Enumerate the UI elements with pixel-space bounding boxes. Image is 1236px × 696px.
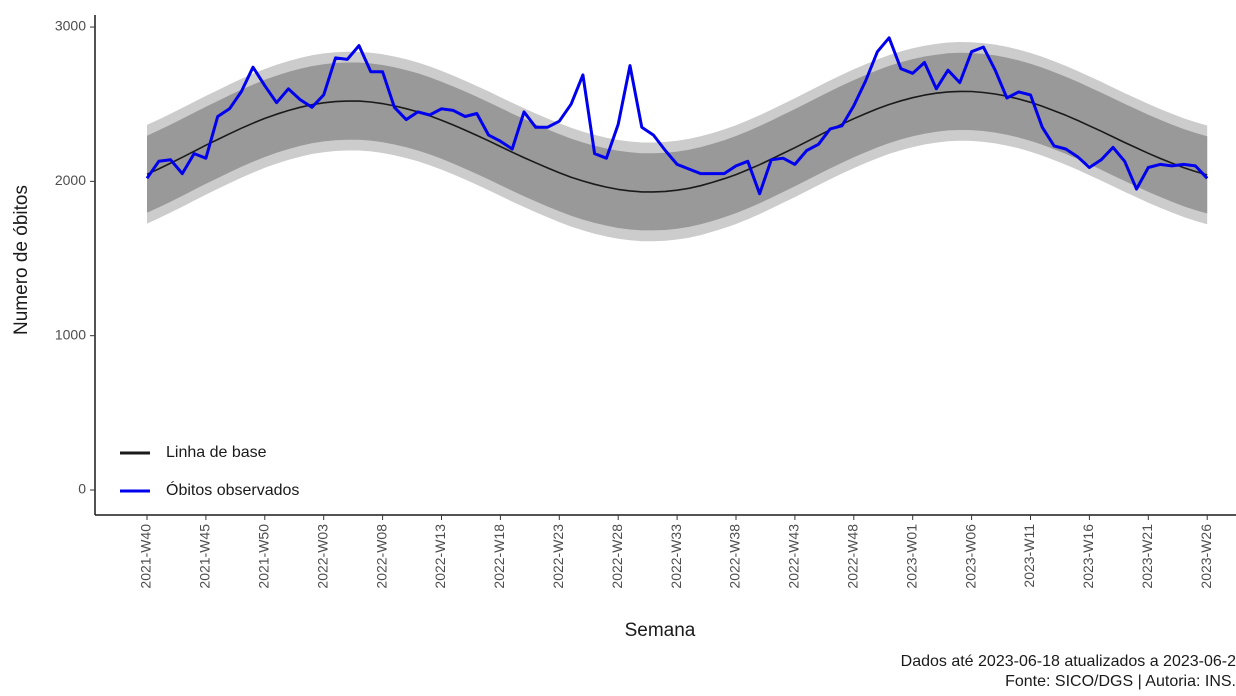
- y-axis-title: Numero de óbitos: [11, 185, 32, 335]
- y-tick-label: 3000: [55, 18, 86, 34]
- series-line: [146, 90, 1208, 193]
- x-tick-label: 2022-W38: [727, 524, 743, 589]
- x-tick-label: 2022-W13: [432, 524, 448, 589]
- caption: Dados até 2023-06-18 atualizados a 2023-…: [901, 653, 1236, 670]
- band: [147, 52, 1208, 231]
- x-tick-label: 2021-W50: [256, 524, 272, 589]
- x-tick-label: 2022-W23: [550, 524, 566, 589]
- x-tick-label: 2021-W45: [197, 524, 213, 589]
- series-line: [145, 36, 1209, 196]
- x-tick-label: 2022-W18: [491, 524, 507, 589]
- x-tick-label: 2022-W33: [668, 524, 684, 589]
- x-tick-label: 2022-W28: [609, 524, 625, 589]
- legend-label: Óbitos observados: [166, 480, 299, 499]
- x-tick-label: 2022-W03: [314, 524, 330, 589]
- x-tick-label: 2023-W01: [903, 524, 919, 589]
- x-tick-label: 2022-W08: [373, 524, 389, 589]
- x-axis-title: Semana: [625, 620, 696, 641]
- legend-label: Linha de base: [166, 444, 267, 461]
- x-tick-label: 2022-W43: [786, 524, 802, 589]
- x-tick-label: 2023-W06: [962, 524, 978, 589]
- x-tick-label: 2021-W40: [138, 524, 154, 589]
- x-tick-label: 2023-W21: [1139, 524, 1155, 589]
- x-tick-label: 2023-W11: [1021, 524, 1037, 588]
- x-tick-label: 2023-W26: [1198, 524, 1214, 589]
- x-tick-label: 2022-W48: [845, 524, 861, 589]
- y-tick-label: 1000: [55, 326, 86, 342]
- y-tick-label: 0: [78, 481, 86, 497]
- y-tick-label: 2000: [55, 172, 86, 188]
- caption: Fonte: SICO/DGS | Autoria: INS.: [1005, 673, 1236, 690]
- x-tick-label: 2023-W16: [1080, 524, 1096, 589]
